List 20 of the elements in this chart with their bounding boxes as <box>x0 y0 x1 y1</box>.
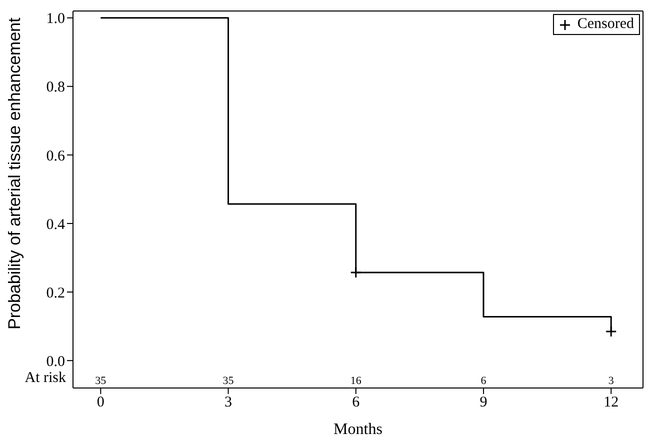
y-tick-label: 0.2 <box>46 285 65 302</box>
y-tick-label: 1.0 <box>46 11 65 28</box>
x-tick-label: 3 <box>224 394 232 411</box>
y-axis-title: Probability of arterial tissue enhancement <box>5 17 24 330</box>
y-tick-label: 0.8 <box>46 80 65 96</box>
x-tick-label: 12 <box>604 394 619 411</box>
legend-label: Censored <box>577 16 634 33</box>
x-tick-label: 0 <box>96 394 104 411</box>
annotation: 3 <box>608 374 614 387</box>
y-tick-label: 0.0 <box>46 354 65 370</box>
annotation: 35 <box>222 374 234 387</box>
annotation: 6 <box>480 374 487 387</box>
x-tick-label: 6 <box>352 394 360 411</box>
y-tick-label: 0.4 <box>46 216 66 233</box>
text: At risk <box>24 370 66 387</box>
y-tick-label: 0.6 <box>46 148 66 164</box>
annotation: 16 <box>350 374 362 387</box>
x-axis-title: Months <box>334 421 382 438</box>
x-tick-label: 9 <box>480 394 488 411</box>
annotation: 35 <box>95 374 107 387</box>
